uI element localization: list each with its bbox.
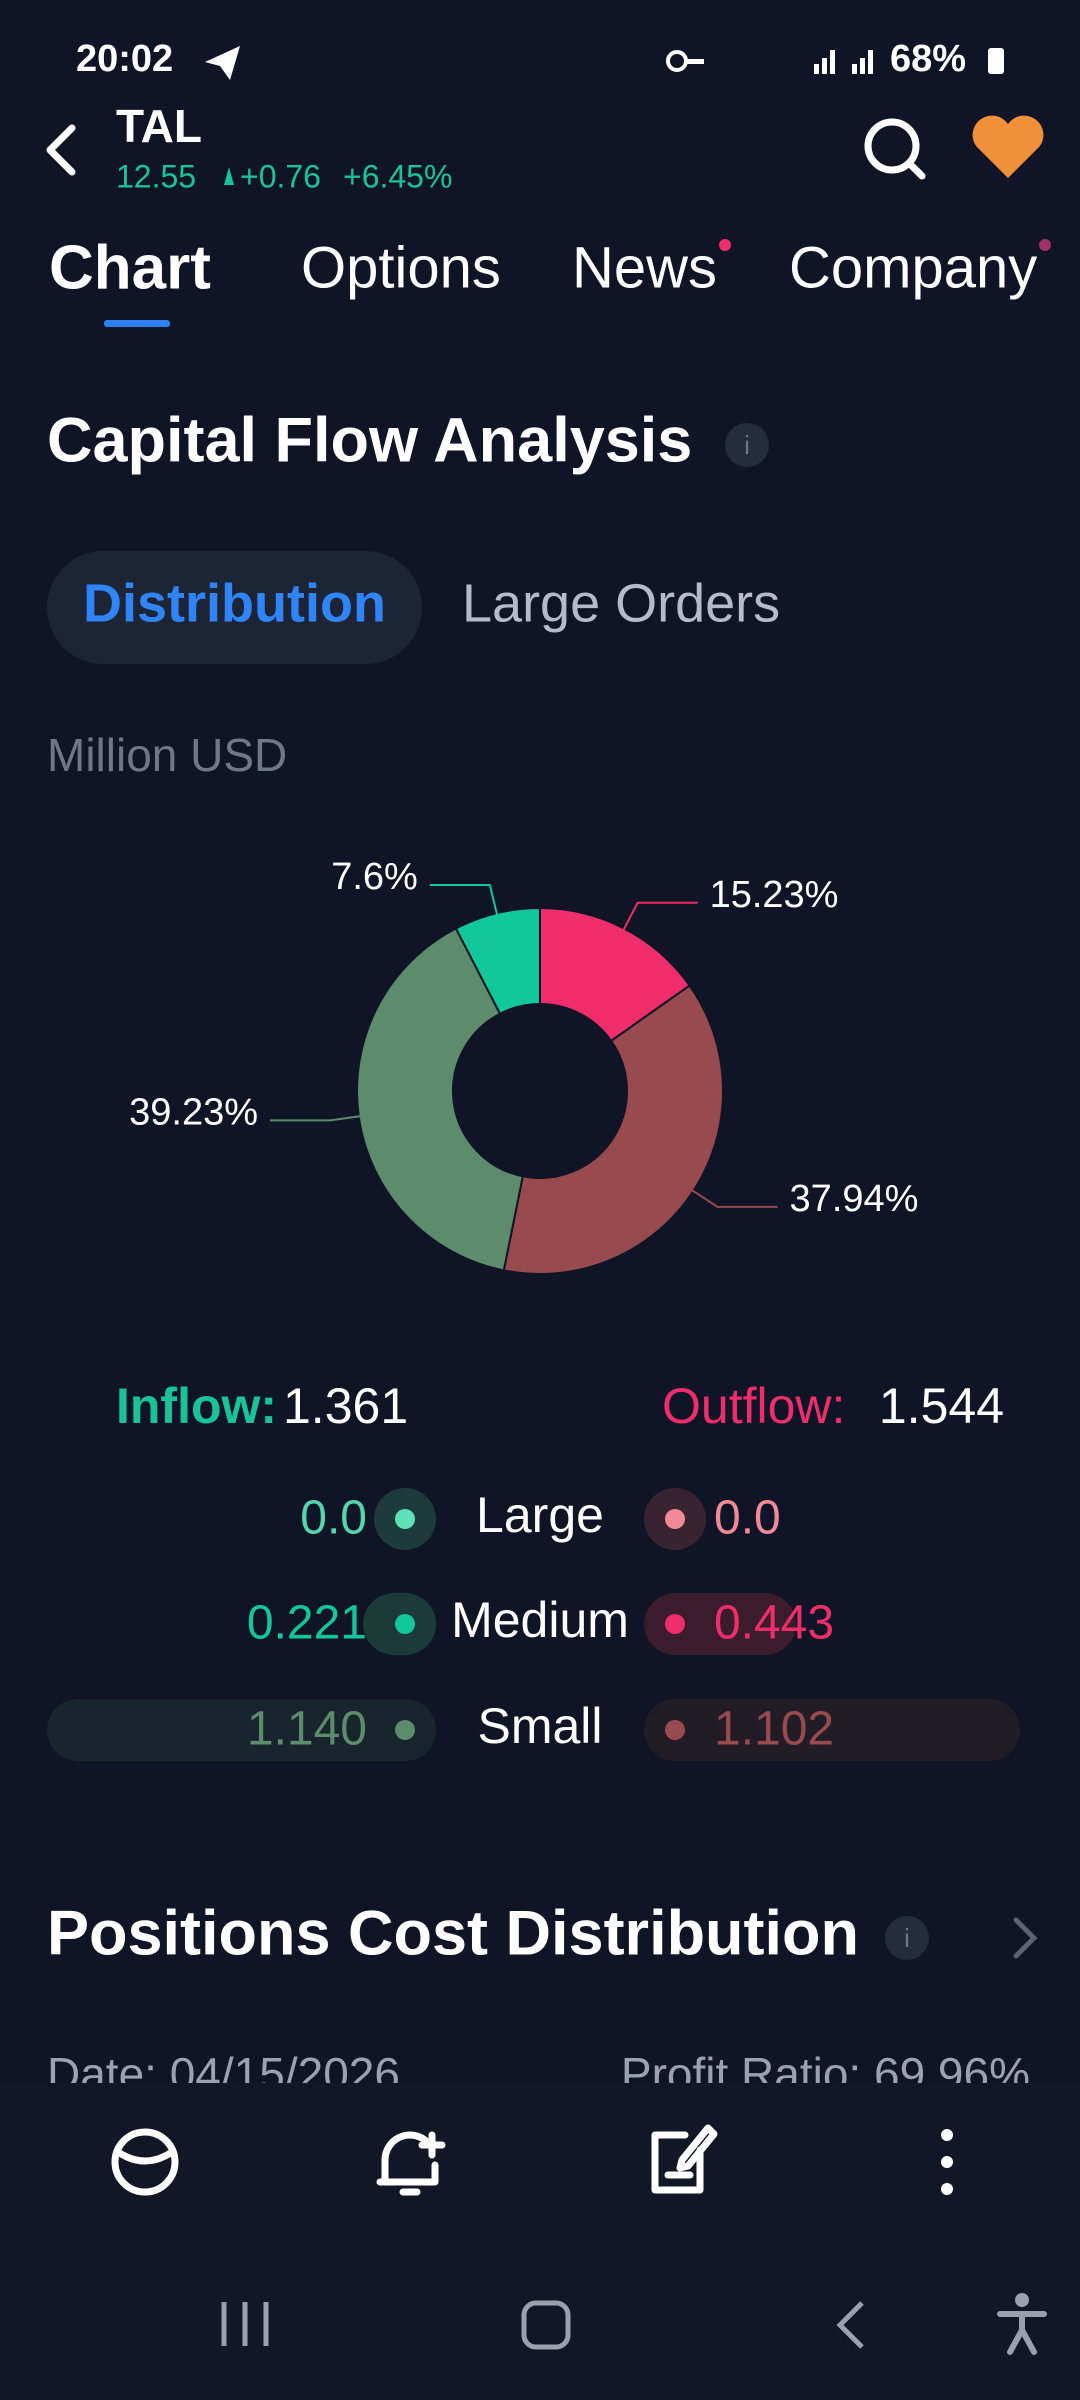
subtab[interactable]: Large Orders — [462, 573, 780, 633]
signal-icons — [666, 50, 873, 74]
price: 12.55 — [116, 158, 196, 194]
nav-more[interactable] — [941, 2129, 953, 2195]
battery-icon — [988, 48, 1004, 74]
inflow-bar-bg — [47, 1699, 436, 1761]
bottom-nav — [0, 2083, 1080, 2400]
tab[interactable]: Options — [301, 235, 501, 300]
inflow-dot — [395, 1720, 415, 1740]
inflow-total: 1.361 — [283, 1378, 408, 1434]
system-nav — [221, 2293, 1047, 2355]
accessibility-button[interactable] — [997, 2293, 1047, 2355]
outflow-bar-bg — [644, 1593, 796, 1655]
svg-text:i: i — [904, 1923, 910, 1953]
pie-slice — [356, 927, 524, 1272]
outflow-dot — [665, 1720, 685, 1740]
up-arrow — [224, 167, 234, 185]
svg-text:i: i — [744, 430, 750, 460]
inflow-dot — [395, 1509, 415, 1529]
home-button[interactable] — [521, 2300, 571, 2350]
inflow-value: 0.0 — [300, 1492, 367, 1545]
status-time: 20:02 — [76, 38, 173, 80]
flow-rows: 0.0 Large 0.0 0.221 Medium 0.443 1.140 Small 1.1… — [47, 1487, 1020, 1761]
slice-label: 39.23% — [129, 1091, 258, 1133]
outflow-value: 0.0 — [714, 1492, 781, 1545]
outflow-label: Outflow: — [662, 1378, 845, 1434]
back-system-button[interactable] — [836, 2301, 864, 2349]
telegram-icon — [205, 46, 240, 80]
subtab[interactable]: Distribution — [83, 573, 386, 633]
info-icon[interactable]: i — [885, 1916, 929, 1960]
nav-planet[interactable] — [111, 2128, 179, 2196]
section-title: Positions Cost Distribution — [47, 1899, 859, 1969]
search-button[interactable] — [864, 118, 926, 180]
outflow-dot — [665, 1614, 685, 1634]
price-change: +0.76 — [240, 158, 321, 194]
chevron[interactable] — [1013, 1917, 1038, 1959]
subtab-active-bg — [47, 551, 422, 664]
tab[interactable]: Company — [789, 235, 1037, 300]
notification-dot — [1039, 239, 1051, 251]
pie-slice — [539, 906, 691, 1043]
back-button[interactable] — [46, 124, 76, 176]
battery-level: 68% — [890, 38, 966, 80]
inflow-label: Inflow: — [116, 1378, 277, 1434]
slice-label: 15.23% — [710, 874, 839, 916]
price-change-pct: +6.45% — [343, 158, 452, 194]
outflow-value: 0.443 — [714, 1597, 834, 1650]
recents-button[interactable] — [221, 2302, 269, 2346]
inflow-dot — [395, 1614, 415, 1634]
unit-label: Million USD — [47, 729, 287, 781]
nav-alert[interactable] — [376, 2131, 446, 2196]
nav-note[interactable] — [651, 2124, 718, 2194]
tab[interactable]: News — [572, 235, 717, 300]
row-label: Small — [477, 1698, 602, 1754]
row-label: Large — [476, 1487, 604, 1543]
ticker: TAL — [116, 100, 202, 152]
tab-indicator — [104, 320, 170, 327]
leader-line — [429, 884, 499, 918]
outflow-dot — [665, 1509, 685, 1529]
section-title: Capital Flow Analysis — [47, 406, 692, 476]
leader-line — [621, 901, 698, 933]
notification-dot — [719, 239, 731, 251]
leader-line — [270, 1114, 363, 1122]
tab[interactable]: Chart — [49, 233, 211, 302]
inflow-value: 0.221 — [247, 1597, 367, 1650]
favorite-button[interactable] — [972, 115, 1044, 178]
outflow-value: 1.102 — [714, 1703, 834, 1756]
info-icon[interactable]: i — [725, 423, 769, 467]
outflow-bar-bg — [644, 1699, 1020, 1761]
slice-label: 7.6% — [331, 856, 418, 898]
slice-label: 37.94% — [790, 1178, 919, 1220]
inflow-value: 1.140 — [247, 1703, 367, 1756]
pie-slice — [502, 984, 724, 1275]
leader-line — [689, 1187, 778, 1208]
outflow-total: 1.544 — [879, 1378, 1004, 1434]
row-label: Medium — [451, 1592, 629, 1648]
donut-chart: 15.23% 37.94% 39.23% 7.6% — [129, 856, 919, 1275]
pie-slice — [454, 906, 541, 1016]
